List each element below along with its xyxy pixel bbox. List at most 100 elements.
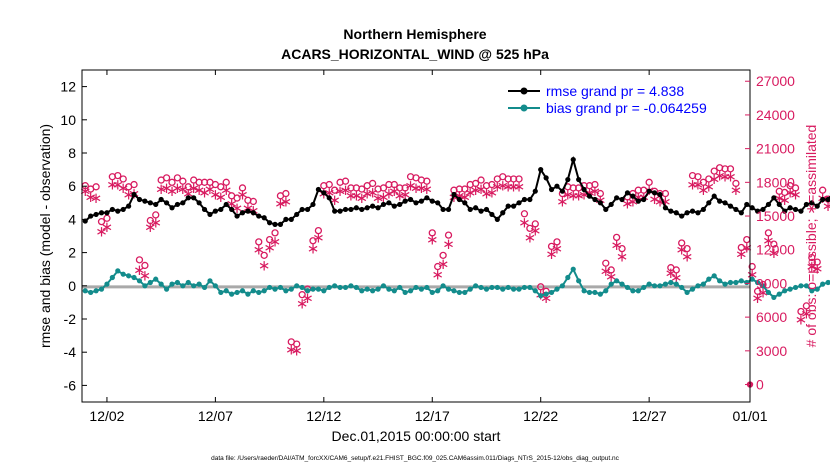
bias-point — [787, 286, 793, 292]
rmse-point — [283, 216, 289, 222]
rmse-point — [267, 220, 273, 226]
rmse-point — [603, 206, 609, 213]
rmse-point — [695, 210, 701, 216]
rmse-point — [174, 201, 181, 208]
bias-point — [191, 283, 197, 289]
right-axis: 0 3000 6000 9000 12000 15000 18000 21000 24000 27… — [745, 73, 795, 393]
rmse-point — [727, 203, 734, 209]
rmse-point — [483, 206, 490, 213]
obs-assimilated-point: ∗ — [768, 245, 781, 262]
plot-frame — [81, 69, 751, 403]
bias-point — [267, 284, 273, 291]
obs-assimilated-point: ∗ — [806, 258, 819, 275]
obs-assimilated-point: ∗ — [513, 179, 526, 196]
obs-assimilated-point: ∗ — [507, 179, 520, 196]
obs-possible-point — [672, 266, 680, 274]
obs-assimilated-point: ∗ — [697, 182, 710, 199]
obs-possible-point — [531, 220, 539, 228]
bias-point — [538, 293, 544, 299]
obs-possible-point — [293, 340, 301, 348]
obs-possible-point — [271, 229, 279, 237]
bias-point — [299, 284, 305, 291]
rmse-point — [310, 201, 316, 208]
obs-possible-point — [368, 179, 377, 188]
rmse-point — [451, 191, 457, 198]
rmse-point — [375, 205, 381, 211]
obs-possible-point — [520, 210, 529, 218]
bias-point — [548, 289, 555, 296]
bias-point — [261, 288, 267, 294]
obs-possible-point — [596, 189, 605, 198]
bias-point — [109, 274, 115, 281]
rmse-point — [212, 208, 218, 214]
bias-point — [158, 281, 164, 287]
obs-assimilated-point: ∗ — [703, 179, 716, 196]
obs-possible-point — [612, 233, 621, 242]
obs-assimilated-point: ∗ — [117, 180, 130, 197]
obs-possible-point — [390, 180, 398, 189]
bias-point — [559, 283, 565, 289]
y2-tick-label: 21000 — [756, 141, 795, 157]
y2-tick-label: 24000 — [756, 107, 795, 123]
obs-possible-point — [732, 179, 740, 188]
bias-point — [727, 279, 734, 286]
x-tick-label: 12/22 — [523, 408, 558, 424]
bias-point — [229, 291, 235, 297]
bias-point — [445, 286, 452, 292]
bias-point — [527, 284, 533, 291]
bias-point — [483, 286, 490, 292]
rmse-point — [147, 200, 153, 206]
rmse-point — [180, 200, 186, 206]
bias-point — [115, 268, 121, 274]
y-tick-label: 0 — [68, 278, 76, 294]
bias-point — [440, 283, 446, 289]
obs-assimilated-point: ∗ — [654, 193, 667, 210]
legend: rmse grand pr = 4.838 bias grand pr = -0… — [508, 83, 707, 116]
obs-possible-point — [640, 186, 648, 194]
obs-possible-point — [265, 235, 274, 244]
bias-point — [310, 286, 316, 292]
rmse-point — [760, 206, 766, 213]
obs-possible-point — [423, 177, 431, 185]
bias-point — [88, 289, 94, 296]
obs-possible-point — [813, 258, 821, 266]
rmse-point — [527, 196, 533, 203]
bias-point — [136, 278, 143, 284]
bias-point — [673, 281, 679, 287]
obs-possible-point — [726, 165, 735, 173]
obs-assimilated-point: ∗ — [388, 183, 401, 200]
bias-point — [163, 286, 170, 292]
rmse-point — [576, 176, 582, 183]
y-tick-label: -6 — [64, 377, 77, 393]
bias-point — [619, 281, 625, 287]
obs-possible-point — [764, 229, 773, 237]
bias-point — [467, 286, 473, 292]
bias-point — [814, 286, 820, 292]
bias-point — [326, 284, 332, 291]
bias-point — [792, 284, 799, 291]
obs-possible-point — [92, 183, 100, 191]
obs-assimilated-point: ∗ — [480, 185, 493, 202]
obs-assimilated-point: ∗ — [811, 261, 824, 278]
rmse-point — [765, 201, 772, 208]
bias-point — [98, 286, 105, 292]
obs-assimilated-point: ∗ — [90, 190, 103, 207]
bias-point — [706, 276, 712, 282]
rmse-point — [120, 206, 126, 213]
bias-point — [478, 284, 484, 291]
obs-possible-point — [428, 229, 436, 237]
obs-possible-point — [314, 226, 323, 235]
obs-possible-point — [309, 237, 317, 245]
rmse-point — [494, 216, 500, 222]
rmse-point — [733, 206, 739, 213]
bias-point — [543, 291, 549, 297]
rmse-point — [657, 191, 663, 198]
obs-possible-point — [114, 171, 122, 180]
rmse-point — [353, 205, 359, 211]
obs-assimilated-point: ∗ — [312, 229, 325, 246]
obs-assimilated-point: ∗ — [746, 266, 759, 283]
rmse-point — [93, 211, 99, 218]
bias-point — [348, 283, 354, 289]
rmse-point — [185, 195, 191, 201]
rmse-point — [326, 195, 332, 201]
